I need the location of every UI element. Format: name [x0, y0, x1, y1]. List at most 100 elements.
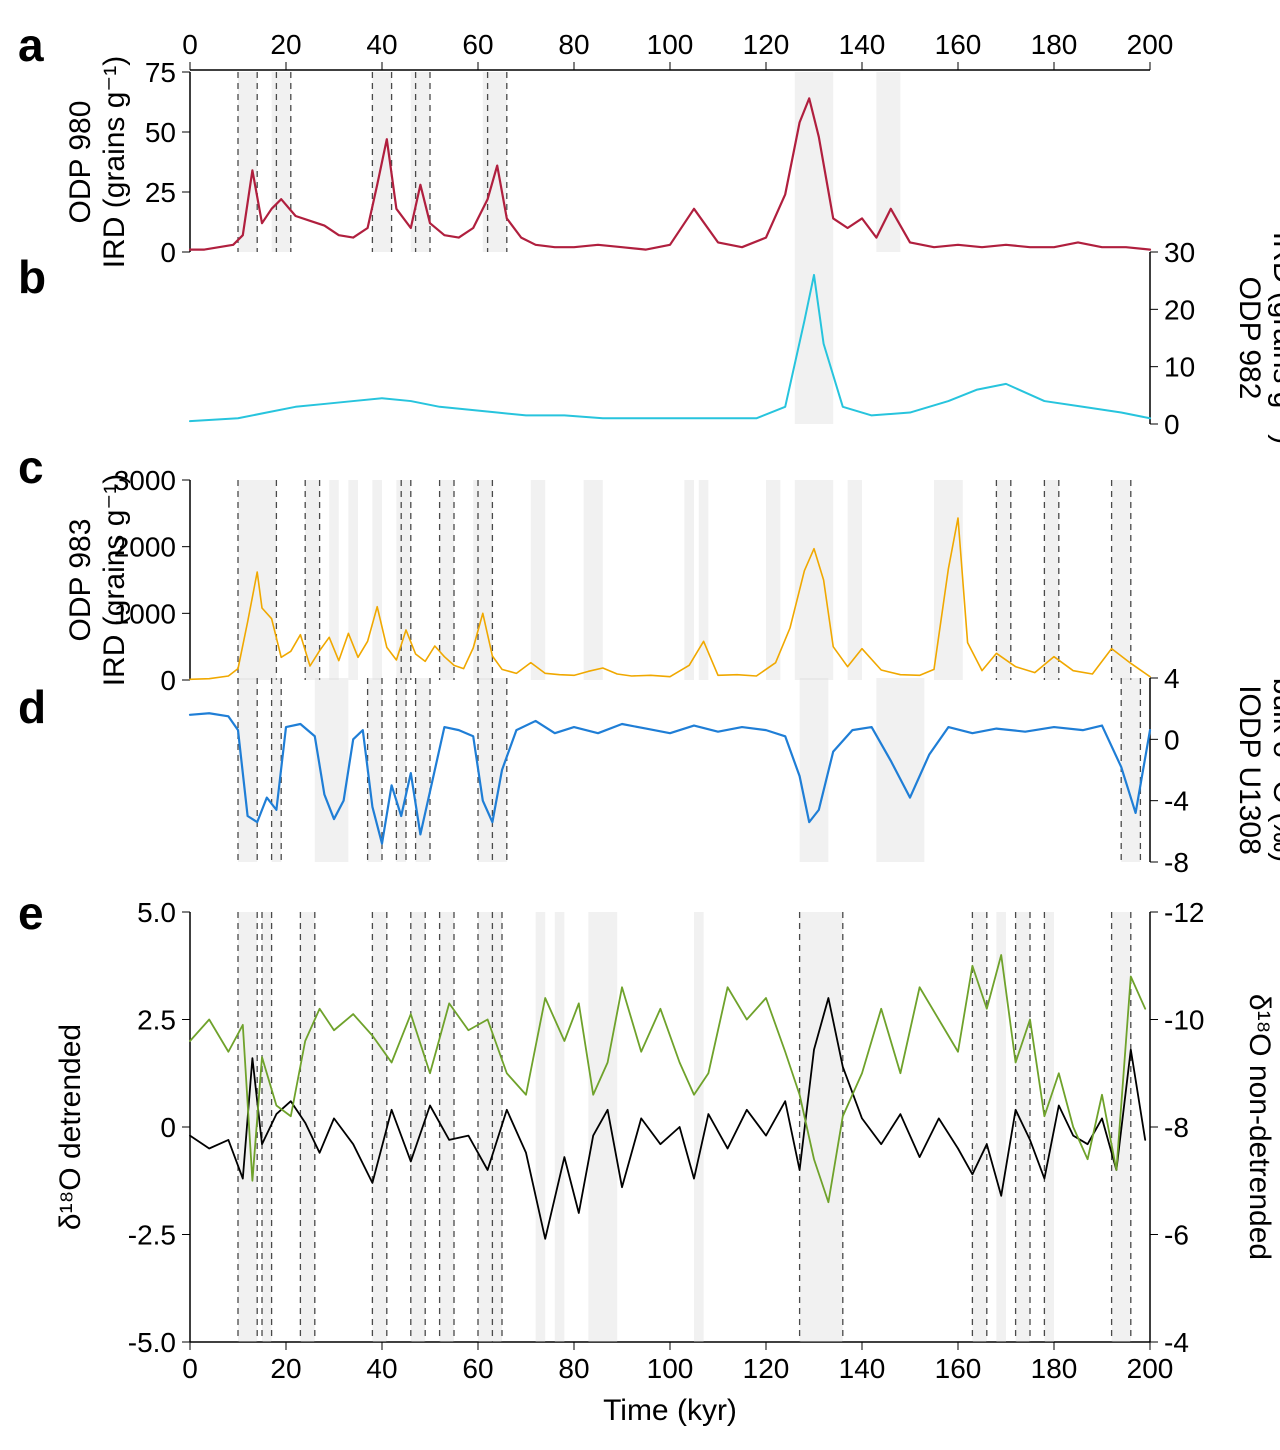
xaxis-bottom-tick-label: 100: [647, 1353, 694, 1384]
panel-e: -5.0 -2.5 0 2.5 5.0 -12 -10 -8 -6 -4 δ¹⁸O detrende…: [54, 897, 1276, 1358]
shade-band: [1044, 912, 1054, 1342]
shade-band: [372, 480, 382, 680]
ytick-label: 0: [160, 237, 176, 268]
ytick-left: 5.0: [137, 897, 176, 928]
ytick-label: 0: [160, 665, 176, 696]
shade-band: [996, 480, 1010, 680]
shade-band: [272, 678, 282, 862]
shade-band: [238, 72, 257, 252]
xaxis-bottom-tick-label: 60: [462, 1353, 493, 1384]
yaxis-left-label: δ¹⁸O detrended: [54, 1024, 87, 1230]
series-a: [190, 98, 1150, 249]
ytick-label: 4: [1164, 663, 1180, 694]
shade-band: [584, 480, 603, 680]
ytick-label: 0: [1164, 724, 1180, 755]
xaxis-bottom-tick-label: 40: [366, 1353, 397, 1384]
shade-band: [305, 480, 319, 680]
yaxis-label: IRD (grains g⁻¹): [1267, 232, 1280, 445]
ytick-right: -12: [1164, 897, 1204, 928]
ytick-label: -8: [1164, 847, 1189, 878]
shade-band: [416, 678, 430, 862]
shade-band: [238, 480, 276, 680]
ytick-label: 30: [1164, 237, 1195, 268]
xaxis-top-tick-label: 120: [743, 29, 790, 60]
ytick-left: 0: [160, 1112, 176, 1143]
shade-band: [478, 912, 502, 1342]
shade-band: [694, 912, 704, 1342]
yaxis-label: IODP U1308: [1233, 685, 1266, 855]
yaxis-label: IRD (grains g⁻¹): [98, 474, 131, 687]
shade-band: [1044, 480, 1058, 680]
ytick-label: 50: [145, 117, 176, 148]
xaxis-top-tick-label: 140: [839, 29, 886, 60]
ytick-label: 0: [1164, 409, 1180, 440]
xaxis-top-tick-label: 60: [462, 29, 493, 60]
shade-band: [800, 678, 829, 862]
panel-label-b: b: [18, 250, 46, 304]
xaxis-bottom-tick-label: 0: [182, 1353, 198, 1384]
ytick-label: -4: [1164, 786, 1189, 817]
panel-d: -8-404IODP U1308bulk δ¹⁸O (‰): [190, 663, 1280, 878]
shade-band: [238, 678, 257, 862]
xaxis-top-tick-label: 200: [1127, 29, 1174, 60]
ytick-left: 2.5: [137, 1005, 176, 1036]
xaxis-top-tick-label: 0: [182, 29, 198, 60]
shade-band: [396, 678, 406, 862]
shade-band: [531, 480, 545, 680]
series-b: [190, 275, 1150, 421]
panel-c: 0100020003000ODP 983IRD (grains g⁻¹): [64, 465, 1150, 696]
yaxis-right-label: δ¹⁸O non-detrended: [1243, 994, 1276, 1260]
shade-band: [795, 72, 833, 252]
ytick-label: 25: [145, 177, 176, 208]
shade-band: [555, 912, 565, 1342]
ytick-label: 10: [1164, 352, 1195, 383]
yaxis-label: IRD (grains g⁻¹): [98, 56, 131, 269]
shade-band: [1121, 678, 1140, 862]
xaxis-top-tick-label: 40: [366, 29, 397, 60]
ytick-left: -2.5: [128, 1220, 176, 1251]
xaxis-bottom-tick-label: 180: [1031, 1353, 1078, 1384]
ytick-right: -10: [1164, 1005, 1204, 1036]
xaxis-bottom-tick-label: 20: [270, 1353, 301, 1384]
ytick-right: -8: [1164, 1112, 1189, 1143]
ytick-right: -4: [1164, 1327, 1189, 1358]
shade-band: [876, 678, 924, 862]
shade-band: [876, 72, 900, 252]
yaxis-label: ODP 980: [64, 101, 97, 224]
panel-label-c: c: [18, 440, 44, 494]
shade-band: [473, 480, 492, 680]
panel-label-a: a: [18, 18, 44, 72]
xaxis-bottom-tick-label: 140: [839, 1353, 886, 1384]
xaxis-top-tick-label: 160: [935, 29, 982, 60]
shade-band: [411, 72, 430, 252]
shade-band: [272, 72, 291, 252]
shade-band: [766, 480, 780, 680]
yaxis-label: ODP 983: [64, 519, 97, 642]
xaxis-top-tick-label: 100: [647, 29, 694, 60]
xaxis-top-tick-label: 80: [558, 29, 589, 60]
panel-a: 0255075ODP 980IRD (grains g⁻¹): [64, 56, 1150, 269]
shade-band: [396, 480, 410, 680]
ytick-label: 20: [1164, 294, 1195, 325]
shade-band: [972, 912, 986, 1342]
shade-band: [848, 480, 862, 680]
shade-band: [684, 480, 694, 680]
yaxis-label: ODP 982: [1233, 277, 1266, 400]
xaxis-top-tick-label: 180: [1031, 29, 1078, 60]
shade-band: [348, 480, 358, 680]
shade-band: [1016, 912, 1030, 1342]
panel-b: 0 10 20 30 ODP 982IRD (grains g⁻¹): [190, 232, 1280, 445]
ytick-right: -6: [1164, 1220, 1189, 1251]
shade-band: [483, 72, 507, 252]
panel-label-d: d: [18, 680, 46, 734]
panel-label-e: e: [18, 886, 44, 940]
xaxis-top-tick-label: 20: [270, 29, 301, 60]
shade-band: [934, 480, 963, 680]
shade-band: [440, 480, 454, 680]
shade-band: [536, 912, 546, 1342]
xaxis-bottom-tick-label: 80: [558, 1353, 589, 1384]
ytick-left: -5.0: [128, 1327, 176, 1358]
shade-band: [795, 480, 833, 680]
shade-band: [588, 912, 617, 1342]
shade-band: [372, 912, 386, 1342]
